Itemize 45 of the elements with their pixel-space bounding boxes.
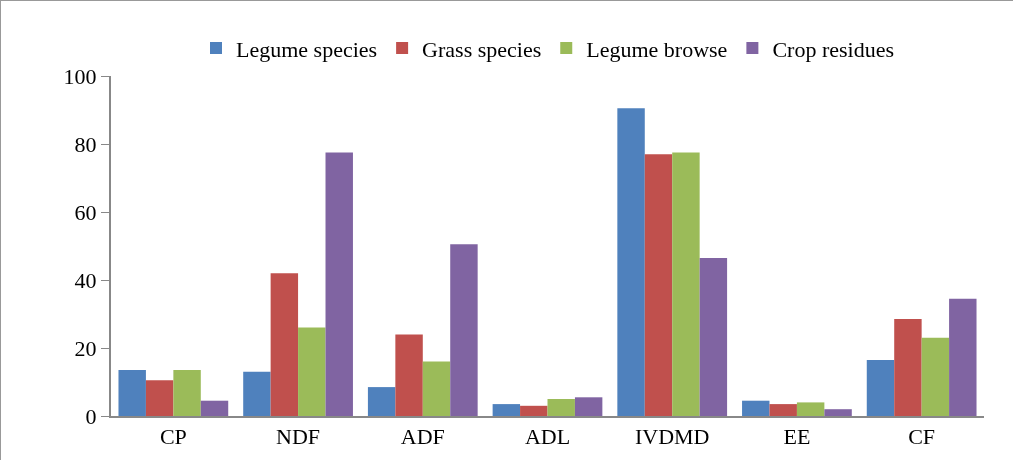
bar <box>395 334 423 416</box>
bar <box>298 327 326 416</box>
bar <box>824 409 852 416</box>
bar <box>699 257 728 416</box>
y-tick-label: 80 <box>74 131 97 157</box>
x-tick-label: NDF <box>276 424 321 450</box>
legend-label: Legume browse <box>586 36 728 62</box>
bar <box>367 387 396 416</box>
y-tick-label: 20 <box>74 335 97 361</box>
bar <box>769 404 797 416</box>
bar <box>450 244 478 416</box>
bar <box>173 370 201 416</box>
y-tick-label: 0 <box>85 403 97 429</box>
x-tick-label: ADF <box>400 424 445 450</box>
bar <box>200 400 229 416</box>
bar <box>617 108 645 416</box>
y-tick-label: 100 <box>63 63 97 89</box>
x-tick-label: EE <box>783 424 811 450</box>
y-tick-label: 60 <box>74 199 97 225</box>
bar <box>742 400 770 416</box>
bar <box>422 361 451 416</box>
bar <box>492 404 521 416</box>
legend-label: Legume species <box>236 36 378 62</box>
bar <box>644 154 673 416</box>
bar <box>574 397 603 416</box>
x-tick-label: IVDMD <box>634 424 710 450</box>
bar <box>672 152 700 416</box>
bar <box>520 405 548 416</box>
bar <box>243 371 271 416</box>
x-tick-label: CP <box>159 424 187 450</box>
bar <box>866 359 895 416</box>
bar <box>270 273 299 416</box>
bar <box>145 380 174 416</box>
y-tick-label: 40 <box>74 267 97 293</box>
bar <box>547 399 575 416</box>
bar <box>949 298 977 416</box>
bar <box>118 370 146 416</box>
bar <box>921 337 950 416</box>
bar <box>325 152 353 416</box>
bar <box>894 319 922 416</box>
legend-label: Grass species <box>422 36 542 62</box>
x-tick-label: CF <box>908 424 936 450</box>
bar <box>796 402 825 416</box>
x-tick-label: ADL <box>524 424 571 450</box>
legend-label: Crop residues <box>772 36 894 62</box>
